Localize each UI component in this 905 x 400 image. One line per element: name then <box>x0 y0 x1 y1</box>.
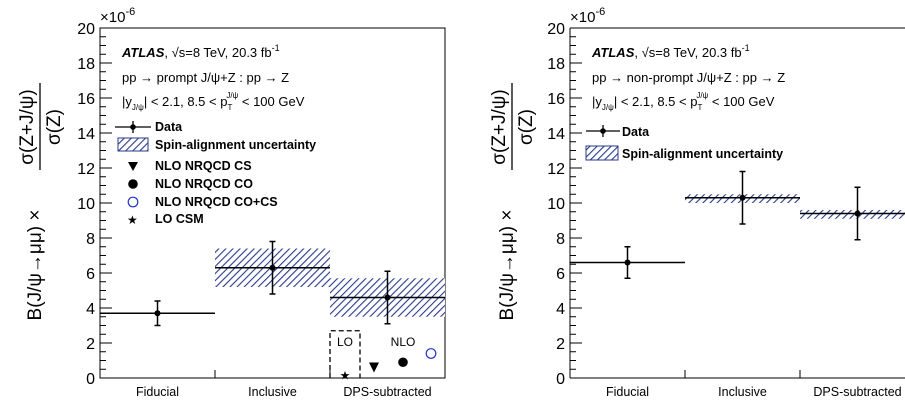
left-category-label: DPS-subtracted <box>343 385 431 399</box>
left-theory-markers: ★ LO NLO <box>329 330 437 383</box>
left-legend-cs-marker <box>128 162 138 171</box>
left-legend-csm: LO CSM <box>155 212 204 226</box>
right-ylabel-denominator: σ(Z) <box>516 109 537 145</box>
left-data-point <box>269 264 276 271</box>
right-legend-spin-swatch <box>585 145 619 161</box>
left-nlo-annotation: NLO <box>391 335 416 349</box>
left-legend-data-marker <box>115 121 151 133</box>
right-legend-spin: Spin-alignment uncertainty <box>622 147 783 161</box>
left-lo-csm-marker: ★ <box>340 369 351 383</box>
left-ylabel-denominator: σ(Z) <box>44 109 65 145</box>
left-legend-csm-marker: ★ <box>127 213 138 227</box>
left-y-tick-label: 14 <box>77 126 95 143</box>
right-y-multiplier: ×10-6 <box>570 6 605 26</box>
right-ylabel: B(J/ψ→μμ) × σ(Z+J/ψ) σ(Z) <box>489 83 537 320</box>
right-data-point <box>739 194 746 201</box>
left-y-tick-label: 4 <box>86 301 95 318</box>
left-y-tick-label: 20 <box>77 21 95 38</box>
right-ylabel-main: B(J/ψ→μμ) × <box>497 210 518 321</box>
left-nlo-co-marker <box>398 357 408 368</box>
left-y-multiplier: ×10-6 <box>100 6 135 26</box>
left-ylabel-main: B(J/ψ→μμ) × <box>25 210 46 321</box>
left-category-label: Inclusive <box>248 385 297 399</box>
left-ylabel: B(J/ψ→μμ) × σ(Z+J/ψ) σ(Z) <box>17 83 65 320</box>
left-y-tick-label: 18 <box>77 56 95 73</box>
left-y-tick-label: 8 <box>86 231 95 248</box>
left-info-atlas: ATLAS, √s=8 TeV, 20.3 fb-1 <box>121 43 280 60</box>
left-y-tick-label: 6 <box>86 266 95 283</box>
left-legend-spin-swatch <box>117 137 149 152</box>
left-legend-spin: Spin-alignment uncertainty <box>155 138 316 152</box>
right-category-labels: Fiducial Inclusive DPS-subtracted <box>606 385 902 399</box>
left-data-point <box>154 310 161 317</box>
right-y-tick-label: 8 <box>556 231 565 248</box>
left-spin-bands <box>215 248 445 317</box>
left-lo-csm-box <box>329 330 361 378</box>
left-nlo-cocs-marker <box>425 348 437 359</box>
right-info-atlas: ATLAS, √s=8 TeV, 20.3 fb-1 <box>591 43 750 60</box>
left-data-points <box>100 240 445 327</box>
right-y-tick-label: 20 <box>547 21 565 38</box>
right-y-tick-label: 10 <box>547 196 565 213</box>
left-y-tick-label: 10 <box>77 196 95 213</box>
right-data-point <box>854 210 861 217</box>
left-legend-data: Data <box>155 120 183 134</box>
right-y-tick-label: 18 <box>547 56 565 73</box>
right-y-tick-label: 14 <box>547 126 565 143</box>
left-info-process: pp → prompt J/ψ+Z : pp → Z <box>122 70 289 85</box>
right-y-ticks: 0 2 4 6 8 10 12 14 16 18 20 <box>547 21 801 388</box>
left-panel: B(J/ψ→μμ) × σ(Z+J/ψ) σ(Z) ×10-6 0 2 4 6 8 10 1… <box>17 6 446 399</box>
right-spin-band <box>800 210 905 219</box>
right-y-tick-label: 6 <box>556 266 565 283</box>
left-nlo-cs-marker <box>369 362 379 373</box>
left-y-tick-label: 12 <box>77 161 95 178</box>
left-legend-co-marker <box>128 179 138 189</box>
right-panel: B(J/ψ→μμ) × σ(Z+J/ψ) σ(Z) ×10-6 0 2 4 6 8 10 1… <box>489 6 905 399</box>
left-legend: Data Spin-alignment uncertainty NLO NRQC… <box>115 120 316 227</box>
right-legend-data-marker <box>586 125 620 137</box>
left-ylabel-numerator: σ(Z+J/ψ) <box>17 89 38 164</box>
left-legend-cs: NLO NRQCD CS <box>155 159 252 173</box>
left-legend-cocs: NLO NRQCD CO+CS <box>155 195 278 209</box>
left-legend-co: NLO NRQCD CO <box>155 177 253 191</box>
left-y-tick-label: 2 <box>86 336 95 353</box>
right-ylabel-numerator: σ(Z+J/ψ) <box>489 89 510 164</box>
right-category-label: DPS-subtracted <box>813 385 901 399</box>
right-y-tick-label: 12 <box>547 161 565 178</box>
right-legend-data: Data <box>622 125 650 139</box>
left-category-labels: Fiducial Inclusive DPS-subtracted <box>136 385 432 399</box>
left-y-tick-label: 16 <box>77 91 95 108</box>
right-info-cuts: |yJ/ψ| < 2.1, 8.5 < pTJ/ψ < 100 GeV <box>592 91 775 112</box>
right-y-tick-label: 4 <box>556 301 565 318</box>
right-category-label: Inclusive <box>718 385 767 399</box>
left-data-point <box>384 294 391 301</box>
right-legend: Data Spin-alignment uncertainty <box>585 125 783 161</box>
right-data-points <box>570 170 905 279</box>
left-lo-annotation: LO <box>337 335 353 349</box>
right-info-process: pp → non-prompt J/ψ+Z : pp → Z <box>592 70 785 85</box>
right-category-label: Fiducial <box>606 385 649 399</box>
right-y-tick-label: 0 <box>556 371 565 388</box>
left-y-ticks: 0 2 4 6 8 10 12 14 16 18 20 <box>77 21 331 388</box>
left-info-cuts: |yJ/ψ| < 2.1, 8.5 < pTJ/ψ < 100 GeV <box>122 91 305 112</box>
right-data-point <box>624 259 631 266</box>
left-legend-cocs-marker <box>127 196 139 208</box>
right-y-tick-label: 16 <box>547 91 565 108</box>
left-category-label: Fiducial <box>136 385 179 399</box>
right-y-tick-label: 2 <box>556 336 565 353</box>
left-y-tick-label: 0 <box>86 371 95 388</box>
